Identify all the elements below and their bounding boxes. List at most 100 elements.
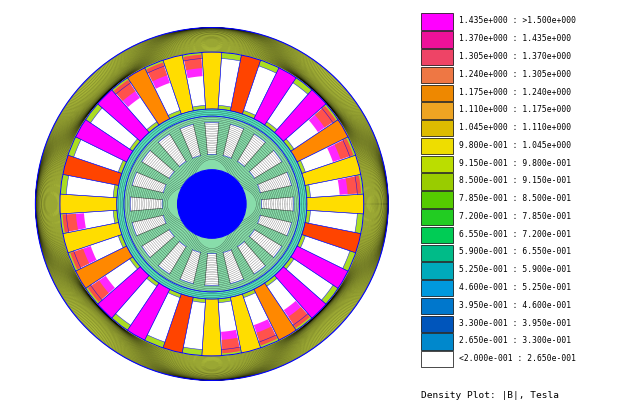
- Wedge shape: [249, 151, 282, 178]
- FancyBboxPatch shape: [421, 351, 454, 368]
- Wedge shape: [218, 301, 240, 350]
- Wedge shape: [222, 338, 240, 353]
- Text: 7.200e-001 : 7.850e-001: 7.200e-001 : 7.850e-001: [459, 212, 571, 221]
- Wedge shape: [309, 175, 358, 197]
- Text: 2.650e-001 : 3.300e-001: 2.650e-001 : 3.300e-001: [459, 336, 571, 345]
- Wedge shape: [98, 267, 149, 318]
- Text: <2.000e-001 : 2.650e-001: <2.000e-001 : 2.650e-001: [459, 354, 576, 363]
- FancyBboxPatch shape: [421, 209, 454, 225]
- Wedge shape: [258, 172, 292, 193]
- Text: 5.900e-001 : 6.550e-001: 5.900e-001 : 6.550e-001: [459, 248, 571, 257]
- Wedge shape: [244, 66, 277, 115]
- Wedge shape: [147, 66, 180, 115]
- Wedge shape: [309, 211, 358, 233]
- Text: 1.045e+000 : 1.110e+000: 1.045e+000 : 1.110e+000: [459, 123, 571, 132]
- Wedge shape: [291, 120, 348, 162]
- Wedge shape: [302, 222, 361, 253]
- Wedge shape: [275, 90, 326, 141]
- Wedge shape: [74, 140, 123, 172]
- Text: 8.500e-001 : 9.150e-001: 8.500e-001 : 9.150e-001: [459, 176, 571, 185]
- Wedge shape: [205, 253, 219, 286]
- Wedge shape: [88, 280, 109, 302]
- Circle shape: [36, 28, 388, 380]
- Wedge shape: [267, 278, 308, 325]
- Wedge shape: [146, 63, 167, 82]
- Wedge shape: [184, 55, 202, 78]
- Wedge shape: [346, 176, 361, 194]
- Wedge shape: [183, 58, 206, 107]
- Wedge shape: [231, 55, 260, 114]
- Wedge shape: [62, 213, 86, 232]
- Wedge shape: [202, 299, 222, 356]
- Wedge shape: [180, 124, 201, 158]
- Wedge shape: [338, 176, 361, 195]
- Wedge shape: [114, 80, 140, 107]
- Wedge shape: [130, 197, 162, 211]
- Wedge shape: [147, 293, 180, 342]
- Wedge shape: [262, 197, 293, 211]
- FancyBboxPatch shape: [421, 138, 454, 154]
- FancyBboxPatch shape: [421, 13, 454, 30]
- Wedge shape: [202, 52, 222, 109]
- Wedge shape: [257, 326, 277, 345]
- FancyBboxPatch shape: [421, 31, 454, 48]
- Text: 5.250e-001 : 5.900e-001: 5.250e-001 : 5.900e-001: [459, 265, 571, 274]
- FancyBboxPatch shape: [421, 156, 454, 172]
- Wedge shape: [267, 83, 308, 130]
- Text: 1.240e+000 : 1.305e+000: 1.240e+000 : 1.305e+000: [459, 70, 571, 79]
- Text: 1.305e+000 : 1.370e+000: 1.305e+000 : 1.370e+000: [459, 52, 571, 61]
- Text: 1.110e+000 : 1.175e+000: 1.110e+000 : 1.175e+000: [459, 105, 571, 114]
- Wedge shape: [116, 278, 157, 325]
- Wedge shape: [300, 140, 350, 172]
- Text: 4.600e-001 : 5.250e-001: 4.600e-001 : 5.250e-001: [459, 283, 571, 292]
- Wedge shape: [335, 139, 353, 160]
- FancyBboxPatch shape: [421, 120, 454, 136]
- FancyBboxPatch shape: [421, 244, 454, 261]
- Wedge shape: [117, 109, 307, 299]
- FancyBboxPatch shape: [421, 316, 454, 332]
- Wedge shape: [183, 301, 206, 350]
- Wedge shape: [286, 108, 333, 149]
- FancyBboxPatch shape: [421, 102, 454, 119]
- Wedge shape: [132, 215, 166, 236]
- Wedge shape: [60, 52, 364, 356]
- Wedge shape: [163, 294, 193, 353]
- Wedge shape: [90, 108, 138, 149]
- Wedge shape: [132, 172, 166, 193]
- Wedge shape: [237, 134, 265, 166]
- Wedge shape: [237, 242, 265, 274]
- Wedge shape: [158, 242, 186, 274]
- Wedge shape: [275, 267, 326, 318]
- Wedge shape: [142, 151, 174, 178]
- Wedge shape: [288, 307, 310, 328]
- Wedge shape: [258, 215, 292, 236]
- Text: Density Plot: |B|, Tesla: Density Plot: |B|, Tesla: [421, 391, 559, 400]
- Wedge shape: [74, 236, 123, 268]
- Wedge shape: [205, 122, 219, 155]
- FancyBboxPatch shape: [421, 49, 454, 65]
- Wedge shape: [180, 250, 201, 284]
- Wedge shape: [327, 139, 353, 162]
- Wedge shape: [60, 194, 117, 214]
- FancyBboxPatch shape: [421, 84, 454, 101]
- Circle shape: [178, 170, 246, 238]
- FancyBboxPatch shape: [421, 262, 454, 279]
- Wedge shape: [309, 106, 336, 132]
- Text: 6.550e-001 : 7.200e-001: 6.550e-001 : 7.200e-001: [459, 230, 571, 239]
- Wedge shape: [62, 214, 78, 232]
- FancyBboxPatch shape: [421, 67, 454, 83]
- FancyBboxPatch shape: [421, 333, 454, 350]
- Wedge shape: [223, 250, 244, 284]
- FancyBboxPatch shape: [421, 227, 454, 243]
- Wedge shape: [223, 124, 244, 158]
- Wedge shape: [66, 211, 115, 233]
- Text: 1.175e+000 : 1.240e+000: 1.175e+000 : 1.240e+000: [459, 88, 571, 97]
- FancyBboxPatch shape: [421, 173, 454, 190]
- Wedge shape: [36, 28, 388, 380]
- Wedge shape: [75, 120, 133, 162]
- Text: 9.800e-001 : 1.045e+000: 9.800e-001 : 1.045e+000: [459, 141, 571, 150]
- Wedge shape: [66, 175, 115, 197]
- Text: 1.435e+000 : >1.500e+000: 1.435e+000 : >1.500e+000: [459, 16, 576, 25]
- Wedge shape: [221, 330, 240, 353]
- Text: 9.150e-001 : 9.800e-001: 9.150e-001 : 9.800e-001: [459, 159, 571, 168]
